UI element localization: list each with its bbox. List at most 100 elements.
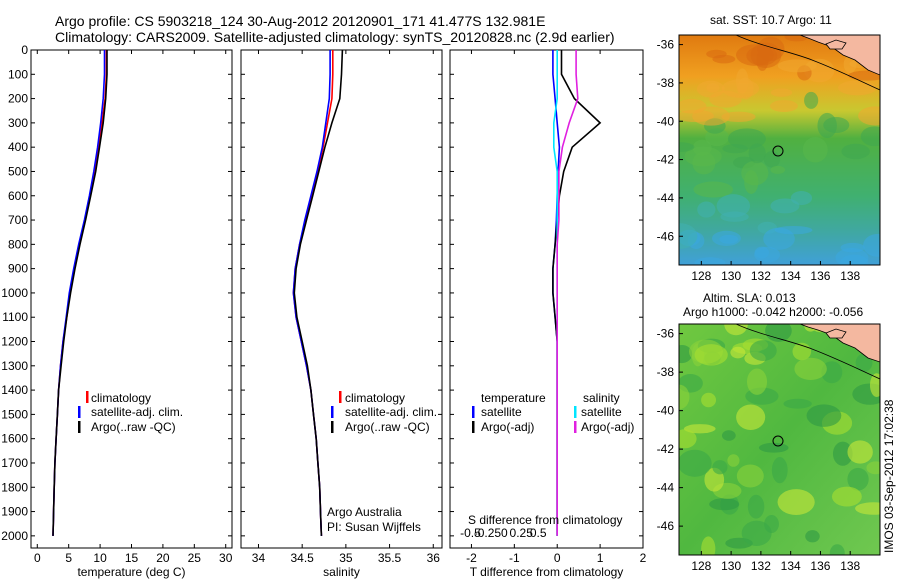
x-tick-label: 0 [554,551,561,565]
sst-texture-cell [837,80,877,96]
legend-label-sal-satellite: satellite [581,405,622,419]
x-axis-label: T difference from climatology [470,565,624,579]
map-x-tick-label: 130 [721,269,741,283]
map-x-tick-label: 134 [781,559,801,573]
sla-texture-cell [794,357,827,380]
legend-label-climatology: climatology [345,391,405,405]
sst-texture-cell [840,242,865,253]
sla-texture-cell [721,430,736,441]
series-line [552,50,602,536]
sst-texture-cell [774,225,813,235]
y-tick-label: 1000 [1,286,28,300]
sst-texture-cell [719,234,739,244]
series-line [292,50,334,536]
sst-texture-cell [841,143,870,160]
legend-label-satellite: satellite-adj. clim. [345,405,437,419]
float-marker [772,435,784,447]
y-tick-label: 900 [8,262,28,276]
sla-texture-cell [765,324,792,342]
sla-map-title: Altim. SLA: 0.013 [703,291,796,305]
sst-texture-cell [848,70,880,81]
salinity-legend: climatology satellite-adj. clim. Argo(..… [331,391,437,434]
legend-label-temp-argo: Argo(-adj) [481,420,534,434]
sst-texture-cell [754,246,770,259]
sla-texture-cell [869,373,880,397]
s-tick-label: -0.5 [460,526,481,540]
x-axis-label: salinity [323,565,360,579]
map-x-tick-label: 138 [840,269,860,283]
sla-texture-cell [855,502,880,515]
map-x-tick-label: 132 [751,559,771,573]
legend-swatch-temp-satellite [472,406,475,418]
land-mass [799,35,880,76]
x-tick-label: 1 [597,551,604,565]
header-line-2: Climatology: CARS2009. Satellite-adjuste… [55,29,615,45]
y-tick-label: 1200 [1,335,28,349]
map-x-tick-label: 134 [781,269,801,283]
difference-top-label: S difference from climatology [468,513,623,527]
s-tick-label: -0.25 [474,526,502,540]
sla-texture-cell [701,392,717,408]
map-x-tick-label: 128 [691,269,711,283]
sst-texture-cell [709,90,742,108]
sla-texture-cell [866,461,880,475]
map-y-tick-label: -44 [657,191,675,205]
map-x-tick-label: 130 [721,559,741,573]
sla-texture-cell [727,454,740,467]
y-tick-label: 0 [21,43,28,57]
bathymetry-contour [735,324,880,380]
x-tick-label: 34 [252,551,266,565]
y-tick-label: 400 [8,140,28,154]
sst-texture-cell [712,54,736,64]
series-line [52,50,108,536]
x-tick-label: 10 [93,551,107,565]
island [825,39,847,50]
legend-swatch-sal-satellite [574,406,577,418]
sst-texture-cell [770,88,793,97]
x-tick-label: 25 [188,551,202,565]
sst-texture-cell [694,257,726,265]
y-tick-label: 700 [8,213,28,227]
s-tick-label: 0.25 [510,526,534,540]
series-line [293,49,344,536]
sla-texture-cell [694,344,728,366]
sst-texture-cell [784,35,809,42]
salinity-panel: 34 34.5 35 35.5 36 salinity [240,49,443,579]
y-tick-label: 800 [8,237,28,251]
x-tick-label: 20 [156,551,170,565]
x-axis-label: temperature (deg C) [77,565,185,579]
sla-texture-cell [829,544,845,555]
sst-texture-cell [770,198,800,214]
temperature-panel: 0100200300400500600700800900100011001200… [1,43,232,579]
sst-texture-cell [748,143,766,164]
map-x-tick-label: 136 [810,269,830,283]
y-tick-label: 300 [8,116,28,130]
land-mass [799,324,880,363]
plot-frame [30,49,233,549]
sla-texture-cell [730,346,746,359]
sst-texture-cell [863,233,880,257]
sst-texture-cell [692,151,716,175]
y-tick-label: 1500 [1,407,28,421]
series-line [556,50,579,536]
map-y-tick-label: -40 [657,404,675,418]
sla-map: Altim. SLA: 0.013 Argo h1000: -0.042 h20… [657,291,881,573]
y-tick-label: 1900 [1,505,28,519]
sst-map-title: sat. SST: 10.7 Argo: 11 [710,13,832,27]
sla-texture-cell [736,404,766,431]
y-tick-label: 1800 [1,480,28,494]
header-line-1: Argo profile: CS 5903218_124 30-Aug-2012… [55,13,545,29]
credit-line-2: PI: Susan Wijffels [327,520,421,534]
y-tick-label: 1700 [1,456,28,470]
x-tick-label: 30 [219,551,233,565]
map-y-tick-label: -36 [657,327,675,341]
sst-texture-cell [679,142,695,152]
sst-texture-cell [679,98,707,114]
x-tick-label: -2 [466,551,477,565]
sla-texture-cell [821,361,843,384]
x-tick-label: 36 [427,551,441,565]
map-y-tick-label: -42 [657,153,675,167]
difference-panel: -2 -1 0 1 2-0.5-0.25 0 0.250.5T difference fro… [449,49,647,579]
sst-texture-cell [697,201,716,218]
